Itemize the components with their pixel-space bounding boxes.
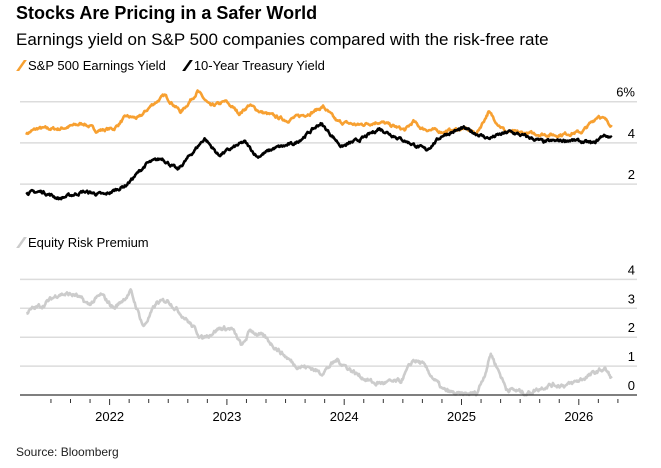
series-line-s-p-500-earnings-yield [25,89,613,139]
y-tick-label: 3 [628,291,635,306]
x-tick-label: 2026 [564,409,593,424]
series-line-equity-risk-premium [25,288,613,397]
legend-label: S&P 500 Earnings Yield [28,58,166,73]
chart-subtitle: Earnings yield on S&P 500 companies comp… [16,30,549,49]
x-tick-label: 2022 [95,409,124,424]
series-line-10-year-treasury-yield [25,121,613,201]
y-tick-label: 4 [628,126,635,141]
y-tick-label: 6% [616,85,635,100]
top-legend: S&P 500 Earnings Yield 10-Year Treasury … [16,58,339,73]
legend-label: Equity Risk Premium [28,235,149,250]
y-tick-label: 1 [628,349,635,364]
legend-item-earnings-yield: S&P 500 Earnings Yield [16,58,166,73]
legend-item-treasury-yield: 10-Year Treasury Yield [181,58,325,73]
source-note: Source: Bloomberg [16,445,119,459]
bottom-legend: Equity Risk Premium [16,235,163,250]
y-tick-label: 4 [628,262,635,277]
legend-label: 10-Year Treasury Yield [193,58,325,73]
x-tick-label: 2023 [212,409,241,424]
x-tick-label: 2024 [330,409,359,424]
y-tick-label: 2 [628,167,635,182]
y-tick-label: 2 [628,320,635,335]
y-tick-label: 0 [628,378,635,393]
legend-item-erp: Equity Risk Premium [16,235,149,250]
chart-title: Stocks Are Pricing in a Safer World [16,3,318,23]
x-tick-label: 2025 [447,409,476,424]
